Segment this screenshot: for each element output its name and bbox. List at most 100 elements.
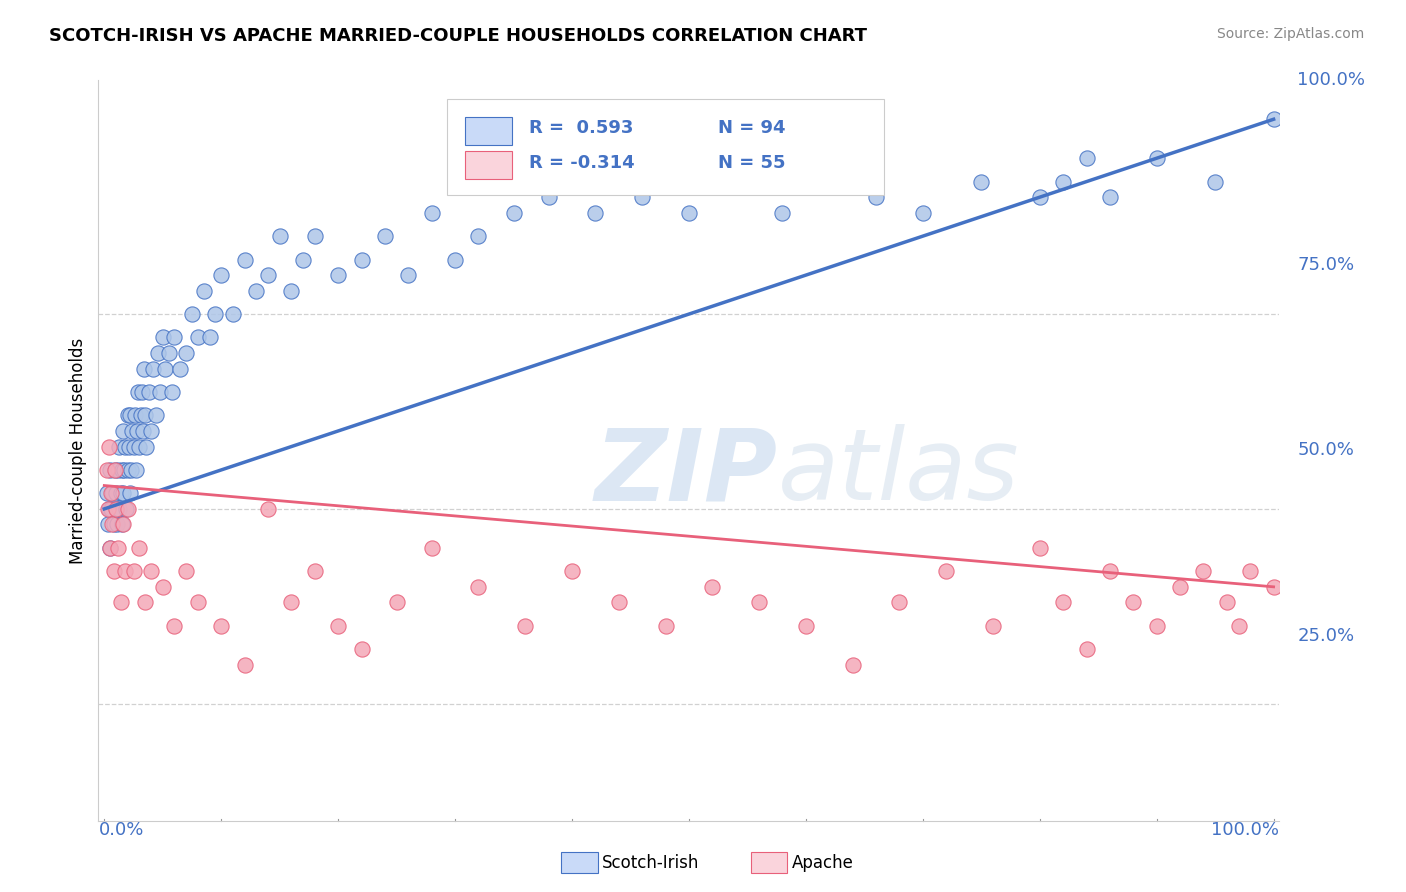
Point <box>304 229 326 244</box>
Y-axis label: Married-couple Households: Married-couple Households <box>69 337 87 564</box>
Point <box>257 268 280 282</box>
Point <box>374 229 396 244</box>
Point <box>121 424 143 438</box>
Text: 50.0%: 50.0% <box>1298 442 1354 459</box>
Point <box>420 206 443 220</box>
Point <box>98 541 121 555</box>
Text: atlas: atlas <box>778 425 1019 521</box>
Point <box>105 517 128 532</box>
Point <box>326 619 349 633</box>
Point <box>174 346 197 360</box>
Point <box>350 252 373 267</box>
Text: 75.0%: 75.0% <box>1298 256 1354 275</box>
Text: 100.0%: 100.0% <box>1298 71 1365 89</box>
Point <box>118 409 141 423</box>
Point <box>107 541 129 555</box>
Point <box>110 595 132 609</box>
Point <box>100 486 122 500</box>
Point <box>537 190 560 204</box>
Text: 100.0%: 100.0% <box>1212 821 1279 838</box>
Text: Source: ZipAtlas.com: Source: ZipAtlas.com <box>1216 27 1364 41</box>
Point <box>1239 564 1261 578</box>
Point <box>654 619 676 633</box>
Point <box>149 384 172 399</box>
Point <box>104 463 127 477</box>
Point <box>1052 175 1074 189</box>
Point <box>702 580 724 594</box>
Point <box>935 564 957 578</box>
Point <box>607 595 630 609</box>
Point <box>269 229 291 244</box>
Point <box>467 229 489 244</box>
Point <box>114 564 136 578</box>
Point <box>304 564 326 578</box>
Point <box>970 175 993 189</box>
Point <box>280 284 302 298</box>
Point <box>101 486 124 500</box>
Point <box>122 440 145 454</box>
Point <box>97 517 120 532</box>
Point <box>100 502 122 516</box>
Point <box>280 595 302 609</box>
Bar <box>464 152 512 179</box>
Point <box>1146 619 1168 633</box>
Point <box>772 206 794 220</box>
Point <box>420 541 443 555</box>
Point <box>117 463 139 477</box>
Point <box>1146 151 1168 165</box>
Point <box>132 361 155 376</box>
Point <box>118 440 141 454</box>
Point <box>467 580 489 594</box>
Point <box>1029 190 1052 204</box>
Point <box>157 346 180 360</box>
Point <box>678 206 700 220</box>
Point <box>981 619 1004 633</box>
Text: N = 94: N = 94 <box>718 120 786 137</box>
Point <box>245 284 267 298</box>
Point <box>134 595 156 609</box>
Text: Apache: Apache <box>792 854 853 871</box>
Point <box>112 463 135 477</box>
Text: R =  0.593: R = 0.593 <box>530 120 634 137</box>
Point <box>139 424 162 438</box>
Point <box>132 424 155 438</box>
Point <box>107 463 129 477</box>
Point <box>117 502 139 516</box>
FancyBboxPatch shape <box>447 99 884 195</box>
Point <box>257 502 280 516</box>
Text: Scotch-Irish: Scotch-Irish <box>602 854 699 871</box>
Text: N = 55: N = 55 <box>718 154 786 172</box>
Point <box>96 463 118 477</box>
Point <box>163 619 186 633</box>
Point <box>153 361 176 376</box>
Point <box>103 517 125 532</box>
Point <box>444 252 467 267</box>
Point <box>98 463 121 477</box>
Point <box>1122 595 1144 609</box>
Point <box>134 409 156 423</box>
Point <box>104 502 127 516</box>
Point <box>125 463 148 477</box>
Text: R = -0.314: R = -0.314 <box>530 154 636 172</box>
Point <box>1076 642 1098 657</box>
Point <box>1227 619 1250 633</box>
Point <box>724 175 747 189</box>
Point <box>125 424 148 438</box>
Point <box>209 268 232 282</box>
Point <box>1168 580 1191 594</box>
Point <box>818 175 841 189</box>
Bar <box>464 117 512 145</box>
Point <box>111 463 134 477</box>
Point <box>146 346 169 360</box>
Point <box>111 486 134 500</box>
Point <box>198 330 221 344</box>
Point <box>1098 190 1121 204</box>
Point <box>117 409 139 423</box>
Point <box>142 361 165 376</box>
Point <box>114 440 136 454</box>
Point <box>911 206 934 220</box>
Text: SCOTCH-IRISH VS APACHE MARRIED-COUPLE HOUSEHOLDS CORRELATION CHART: SCOTCH-IRISH VS APACHE MARRIED-COUPLE HO… <box>49 27 868 45</box>
Point <box>152 580 174 594</box>
Point <box>1204 175 1226 189</box>
Point <box>122 564 145 578</box>
